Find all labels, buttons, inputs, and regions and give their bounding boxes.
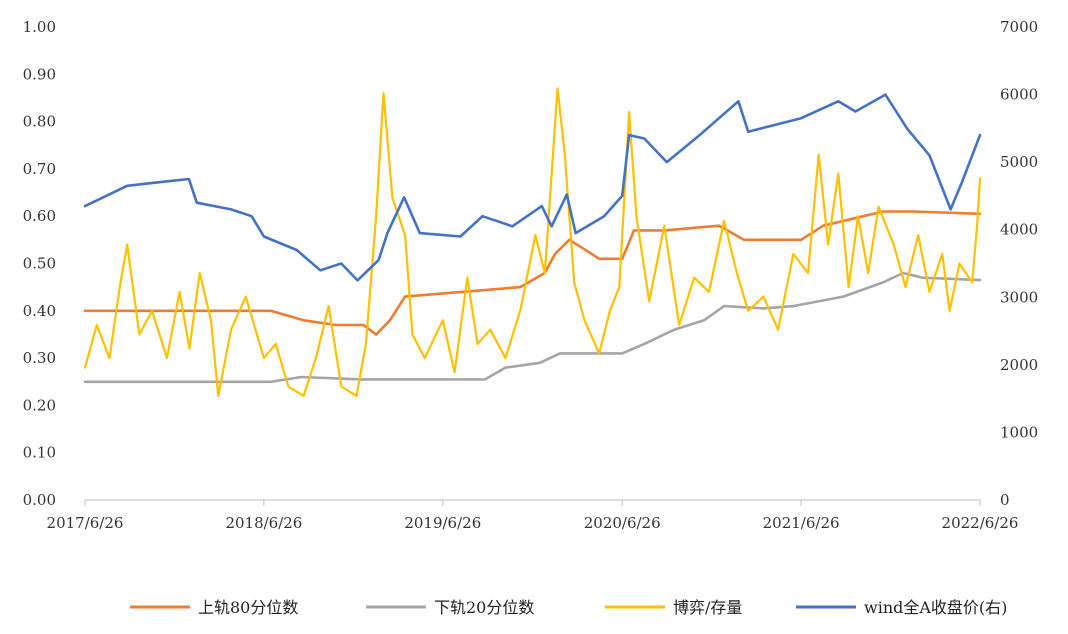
y-left-tick-label: 0.70 — [23, 160, 56, 178]
legend: 上轨80分位数 下轨20分位数 博弈/存量 wind全A收盘价(右) — [130, 598, 1007, 617]
y-left-tick-label: 0.60 — [23, 207, 56, 225]
y-right-tick-label: 4000 — [1000, 221, 1038, 239]
x-tick-label: 2017/6/26 — [47, 514, 124, 532]
x-tick-label: 2021/6/26 — [763, 514, 840, 532]
y-right-tick-label: 3000 — [1000, 288, 1038, 306]
y-right-tick-label: 2000 — [1000, 356, 1038, 374]
y-right-tick-label: 0 — [1000, 491, 1010, 509]
y-left-tick-label: 0.50 — [23, 255, 56, 273]
series-line-ratio — [83, 87, 982, 397]
x-tick-label: 2022/6/26 — [942, 514, 1019, 532]
x-tick-label: 2020/6/26 — [584, 514, 661, 532]
y-left-tick-label: 0.20 — [23, 396, 56, 414]
y-right-tick-label: 5000 — [1000, 153, 1038, 171]
y-left-tick-label: 0.30 — [23, 349, 56, 367]
legend-label-lower: 下轨20分位数 — [434, 598, 534, 617]
y-left-tick-label: 0.90 — [23, 65, 56, 83]
x-tick-label: 2018/6/26 — [225, 514, 302, 532]
legend-label-ratio: 博弈/存量 — [673, 598, 742, 617]
series-line-lower — [83, 271, 982, 384]
y-right-tick-label: 1000 — [1000, 423, 1038, 441]
y-left-tick-label: 0.40 — [23, 302, 56, 320]
y-left-tick-label: 0.10 — [23, 444, 56, 462]
legend-label-upper: 上轨80分位数 — [198, 598, 298, 617]
x-tick-label: 2019/6/26 — [404, 514, 481, 532]
axes: 2017/6/26 2018/6/26 2019/6/26 2020/6/26 2021… — [23, 18, 1039, 532]
legend-label-index: wind全A收盘价(右) — [864, 598, 1007, 617]
series-lines — [83, 87, 982, 397]
y-left-tick-label: 0.80 — [23, 113, 56, 131]
series-line-index — [83, 93, 982, 282]
y-left-tick-label: 0.00 — [23, 491, 56, 509]
y-left-tick-label: 1.00 — [23, 18, 56, 36]
y-right-tick-label: 7000 — [1000, 18, 1038, 36]
series-line-upper — [83, 210, 982, 336]
y-right-tick-label: 6000 — [1000, 86, 1038, 104]
